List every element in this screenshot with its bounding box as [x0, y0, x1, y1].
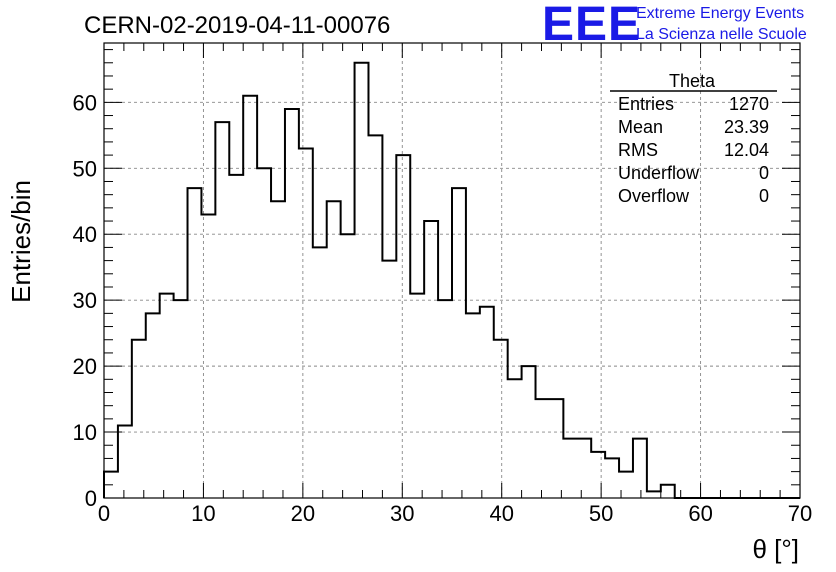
- logo-line-1: Extreme Energy Events: [636, 5, 804, 22]
- x-tick-label: 10: [191, 501, 215, 526]
- x-tick-label: 40: [489, 501, 513, 526]
- y-tick-label: 60: [73, 90, 97, 115]
- y-axis-title: Entries/bin: [6, 180, 36, 303]
- histogram-outline: [103, 61, 800, 499]
- stats-box-title: Theta: [669, 71, 716, 91]
- axis-ticks: [103, 43, 801, 499]
- chart-title: CERN-02-2019-04-11-00076: [84, 12, 390, 39]
- stats-label-overflow: Overflow: [618, 186, 690, 206]
- stats-value-entries: 1270: [729, 94, 769, 114]
- histogram-series: [103, 61, 800, 499]
- stats-label-rms: RMS: [618, 140, 658, 160]
- x-axis-title: θ [°]: [752, 534, 799, 564]
- y-tick-label: 50: [73, 156, 97, 181]
- stats-value-rms: 12.04: [724, 140, 769, 160]
- x-tick-labels: 0 10 20 30 40 50 60 70: [98, 501, 812, 526]
- y-tick-label: 30: [73, 288, 97, 313]
- x-tick-label: 50: [589, 501, 613, 526]
- stats-label-underflow: Underflow: [618, 163, 700, 183]
- x-tick-label: 0: [98, 501, 110, 526]
- x-tick-label: 60: [688, 501, 712, 526]
- eee-logo-mark: EEE: [542, 0, 641, 51]
- y-tick-labels: 0 10 20 30 40 50 60: [73, 90, 97, 511]
- y-tick-label: 20: [73, 354, 97, 379]
- stats-value-overflow: 0: [759, 186, 769, 206]
- x-tick-label: 70: [788, 501, 812, 526]
- y-tick-label: 40: [73, 222, 97, 247]
- y-tick-label: 0: [85, 486, 97, 511]
- x-tick-label: 30: [390, 501, 414, 526]
- grid: [104, 43, 800, 498]
- stats-box: Theta Entries 1270 Mean 23.39 RMS 12.04 …: [610, 71, 777, 206]
- plot-frame: [103, 42, 801, 499]
- stats-label-entries: Entries: [618, 94, 674, 114]
- stats-label-mean: Mean: [618, 117, 663, 137]
- logo-line-2: La Scienza nelle Scuole: [636, 26, 807, 43]
- stats-value-mean: 23.39: [724, 117, 769, 137]
- eee-logo: EEE Extreme Energy Events La Scienza nel…: [542, 0, 807, 51]
- stats-value-underflow: 0: [759, 163, 769, 183]
- y-tick-label: 10: [73, 420, 97, 445]
- x-tick-label: 20: [291, 501, 315, 526]
